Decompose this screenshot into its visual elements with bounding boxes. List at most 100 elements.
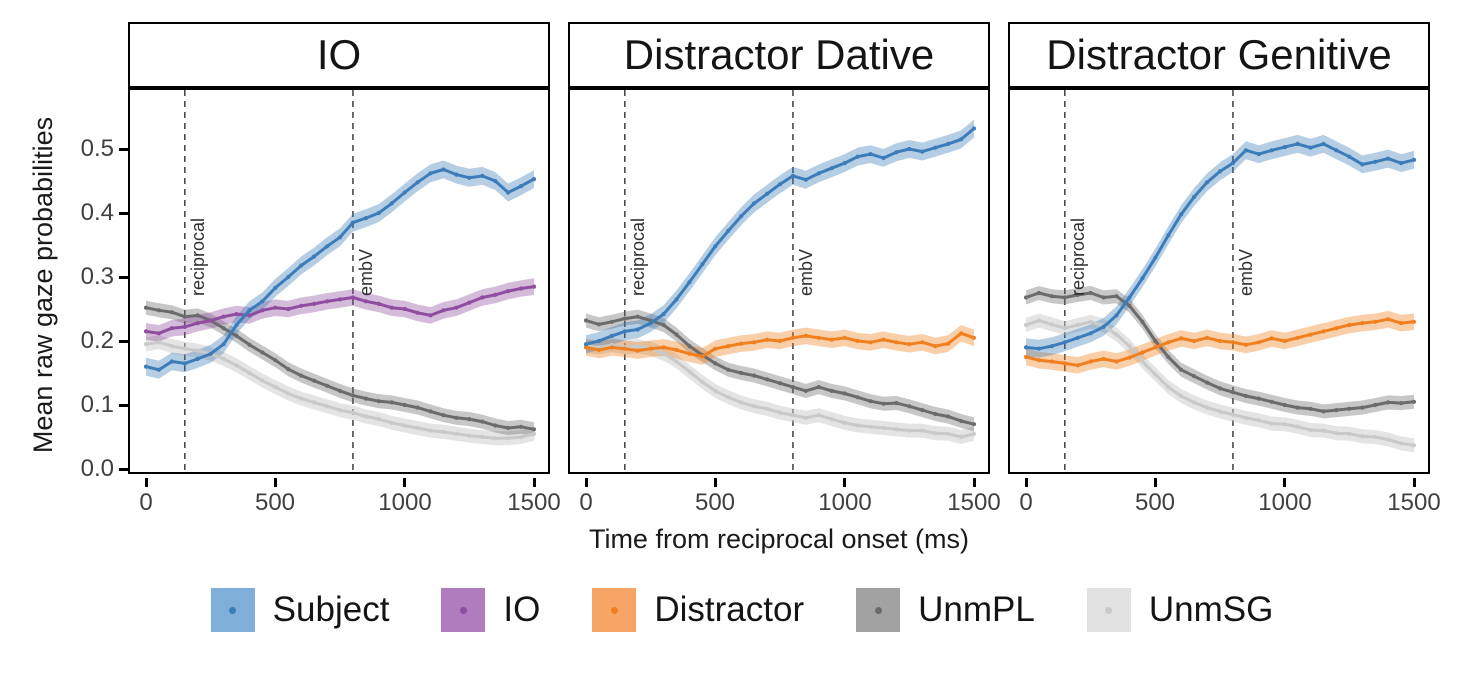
point-UnmPL bbox=[842, 391, 847, 396]
point-UnmSG bbox=[1411, 443, 1417, 448]
point-Subject bbox=[1062, 340, 1067, 345]
point-Subject bbox=[1114, 313, 1119, 318]
point-UnmSG bbox=[1166, 385, 1171, 390]
point-UnmPL bbox=[441, 413, 446, 418]
point-Subject bbox=[1256, 152, 1261, 157]
ribbon-Distractor bbox=[586, 325, 974, 365]
point-UnmSG bbox=[816, 413, 821, 418]
point-UnmSG bbox=[894, 427, 899, 432]
legend-label-io: IO bbox=[503, 590, 541, 629]
point-UnmSG bbox=[1360, 434, 1365, 439]
point-Distractor bbox=[765, 337, 770, 342]
point-Subject bbox=[1308, 145, 1313, 150]
point-UnmPL bbox=[402, 402, 407, 408]
point-Subject bbox=[752, 201, 757, 206]
point-Subject bbox=[1049, 344, 1054, 349]
point-UnmSG bbox=[959, 434, 964, 440]
point-UnmPL bbox=[1075, 292, 1080, 297]
point-UnmSG bbox=[350, 410, 355, 415]
point-Subject bbox=[402, 190, 407, 195]
x-tick-label: 500 bbox=[254, 489, 296, 516]
point-Subject bbox=[221, 342, 226, 347]
point-IO bbox=[415, 310, 420, 315]
point-UnmPL bbox=[1386, 400, 1391, 405]
point-Subject bbox=[829, 166, 834, 171]
point-Subject bbox=[1153, 255, 1158, 260]
point-UnmSG bbox=[519, 434, 524, 440]
point-Distractor bbox=[583, 345, 589, 350]
point-Distractor bbox=[894, 340, 899, 345]
point-Subject bbox=[312, 254, 317, 259]
point-UnmPL bbox=[752, 373, 757, 378]
point-UnmSG bbox=[1334, 431, 1339, 436]
point-Distractor bbox=[1140, 350, 1145, 355]
point-Subject bbox=[855, 154, 860, 159]
point-UnmSG bbox=[1230, 412, 1235, 417]
point-Subject bbox=[376, 210, 381, 216]
point-Subject bbox=[1192, 194, 1197, 200]
point-UnmPL bbox=[467, 417, 472, 422]
point-Subject bbox=[1269, 148, 1274, 153]
point-Distractor bbox=[713, 346, 718, 351]
point-UnmPL bbox=[1269, 399, 1274, 404]
point-Distractor bbox=[687, 351, 692, 356]
point-Subject bbox=[1166, 233, 1171, 238]
point-Subject bbox=[1411, 157, 1417, 162]
y-tick-mark bbox=[119, 404, 128, 407]
x-tick-label: 1000 bbox=[1258, 489, 1312, 516]
point-Subject bbox=[363, 216, 368, 221]
point-UnmSG bbox=[286, 391, 291, 396]
panel-io: reciprocal embV bbox=[128, 88, 550, 474]
point-UnmSG bbox=[739, 400, 744, 405]
point-Subject bbox=[273, 285, 278, 290]
point-UnmSG bbox=[363, 414, 368, 419]
point-IO bbox=[286, 306, 291, 312]
point-IO bbox=[428, 313, 433, 318]
point-UnmPL bbox=[1373, 402, 1378, 408]
x-tick-mark bbox=[1025, 478, 1028, 487]
point-UnmSG bbox=[1205, 405, 1210, 410]
point-Distractor bbox=[1411, 319, 1417, 324]
point-Subject bbox=[428, 171, 433, 176]
point-Subject bbox=[208, 351, 213, 356]
point-UnmPL bbox=[829, 388, 834, 393]
point-Distractor bbox=[1360, 321, 1365, 326]
point-UnmSG bbox=[428, 428, 433, 433]
x-tick-mark bbox=[585, 478, 588, 487]
point-Subject bbox=[325, 244, 330, 249]
legend-item-subject: Subject bbox=[210, 588, 390, 632]
point-UnmSG bbox=[1153, 372, 1158, 377]
legend-item-distractor: Distractor bbox=[592, 588, 804, 632]
legend-item-io: IO bbox=[441, 588, 540, 632]
panel-distractor-dative: reciprocal embV bbox=[568, 88, 990, 474]
point-Subject bbox=[195, 356, 200, 361]
x-tick-label: 500 bbox=[1134, 489, 1176, 516]
point-UnmPL bbox=[493, 423, 498, 428]
legend-point-icon bbox=[874, 606, 882, 614]
point-UnmPL bbox=[855, 395, 860, 400]
point-UnmPL bbox=[959, 418, 964, 424]
point-UnmSG bbox=[777, 410, 783, 415]
point-UnmPL bbox=[687, 344, 692, 349]
point-Subject bbox=[803, 177, 808, 182]
point-IO bbox=[376, 301, 381, 306]
point-Distractor bbox=[596, 347, 601, 353]
point-Distractor bbox=[1217, 338, 1223, 344]
point-UnmPL bbox=[726, 367, 731, 372]
point-Subject bbox=[1360, 162, 1365, 167]
point-Subject bbox=[234, 322, 239, 328]
point-IO bbox=[337, 297, 343, 302]
point-UnmSG bbox=[1308, 427, 1313, 433]
event-label-reciprocal: reciprocal bbox=[188, 218, 208, 296]
point-Subject bbox=[519, 184, 524, 189]
point-IO bbox=[221, 314, 226, 319]
legend-label-subject: Subject bbox=[272, 590, 390, 629]
point-Subject bbox=[1179, 212, 1184, 217]
point-UnmSG bbox=[273, 385, 278, 390]
point-Distractor bbox=[1127, 355, 1132, 360]
point-UnmPL bbox=[156, 308, 161, 313]
x-tick-mark bbox=[714, 478, 717, 487]
point-UnmSG bbox=[1179, 393, 1184, 399]
legend-swatch-distractor bbox=[592, 588, 637, 632]
point-UnmPL bbox=[894, 401, 899, 406]
